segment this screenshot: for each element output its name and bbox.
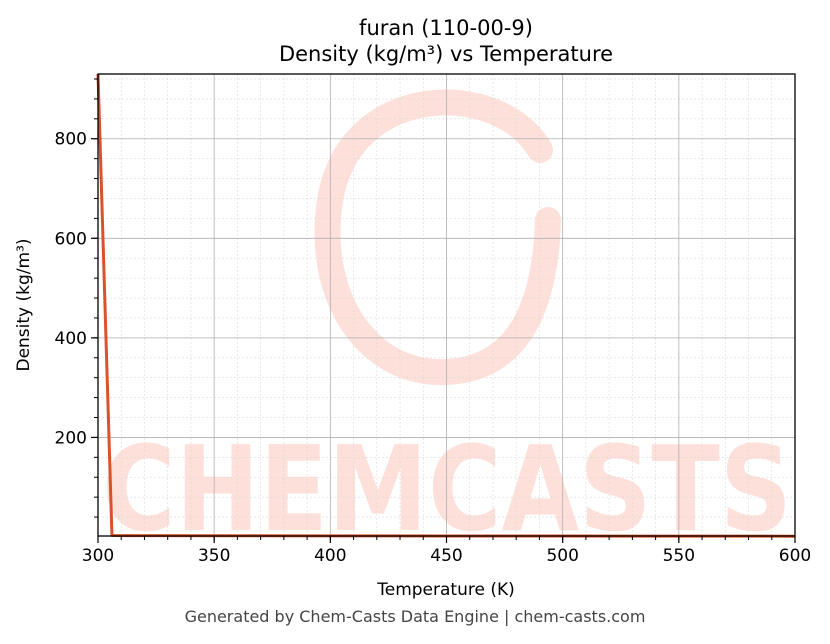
y-axis-label: Density (kg/m³): [14, 238, 34, 371]
y-tick-label: 200: [55, 428, 87, 448]
y-tick-label: 800: [55, 130, 87, 150]
x-tick-label: 550: [663, 546, 695, 566]
ticks: [91, 78, 796, 543]
y-tick-label: 400: [55, 329, 87, 349]
x-tick-label: 400: [314, 546, 346, 566]
watermark-logo-ring: [314, 89, 561, 386]
x-tick-label: 600: [779, 546, 811, 566]
x-axis-label: Temperature (K): [376, 580, 515, 600]
x-tick-label: 350: [198, 546, 230, 566]
x-tick-label: 300: [82, 546, 114, 566]
chart-title: furan (110-00-9): [359, 16, 533, 40]
tick-labels: 300 350 400 450 500 550 600 200 400 600 800: [55, 130, 812, 566]
footer-credit: Generated by Chem-Casts Data Engine | ch…: [184, 607, 646, 626]
x-tick-label: 500: [546, 546, 578, 566]
chart-subtitle: Density (kg/m³) vs Temperature: [279, 42, 613, 66]
watermark: CHEMCASTS: [102, 89, 792, 558]
x-tick-label: 450: [430, 546, 462, 566]
y-tick-label: 600: [55, 229, 87, 249]
